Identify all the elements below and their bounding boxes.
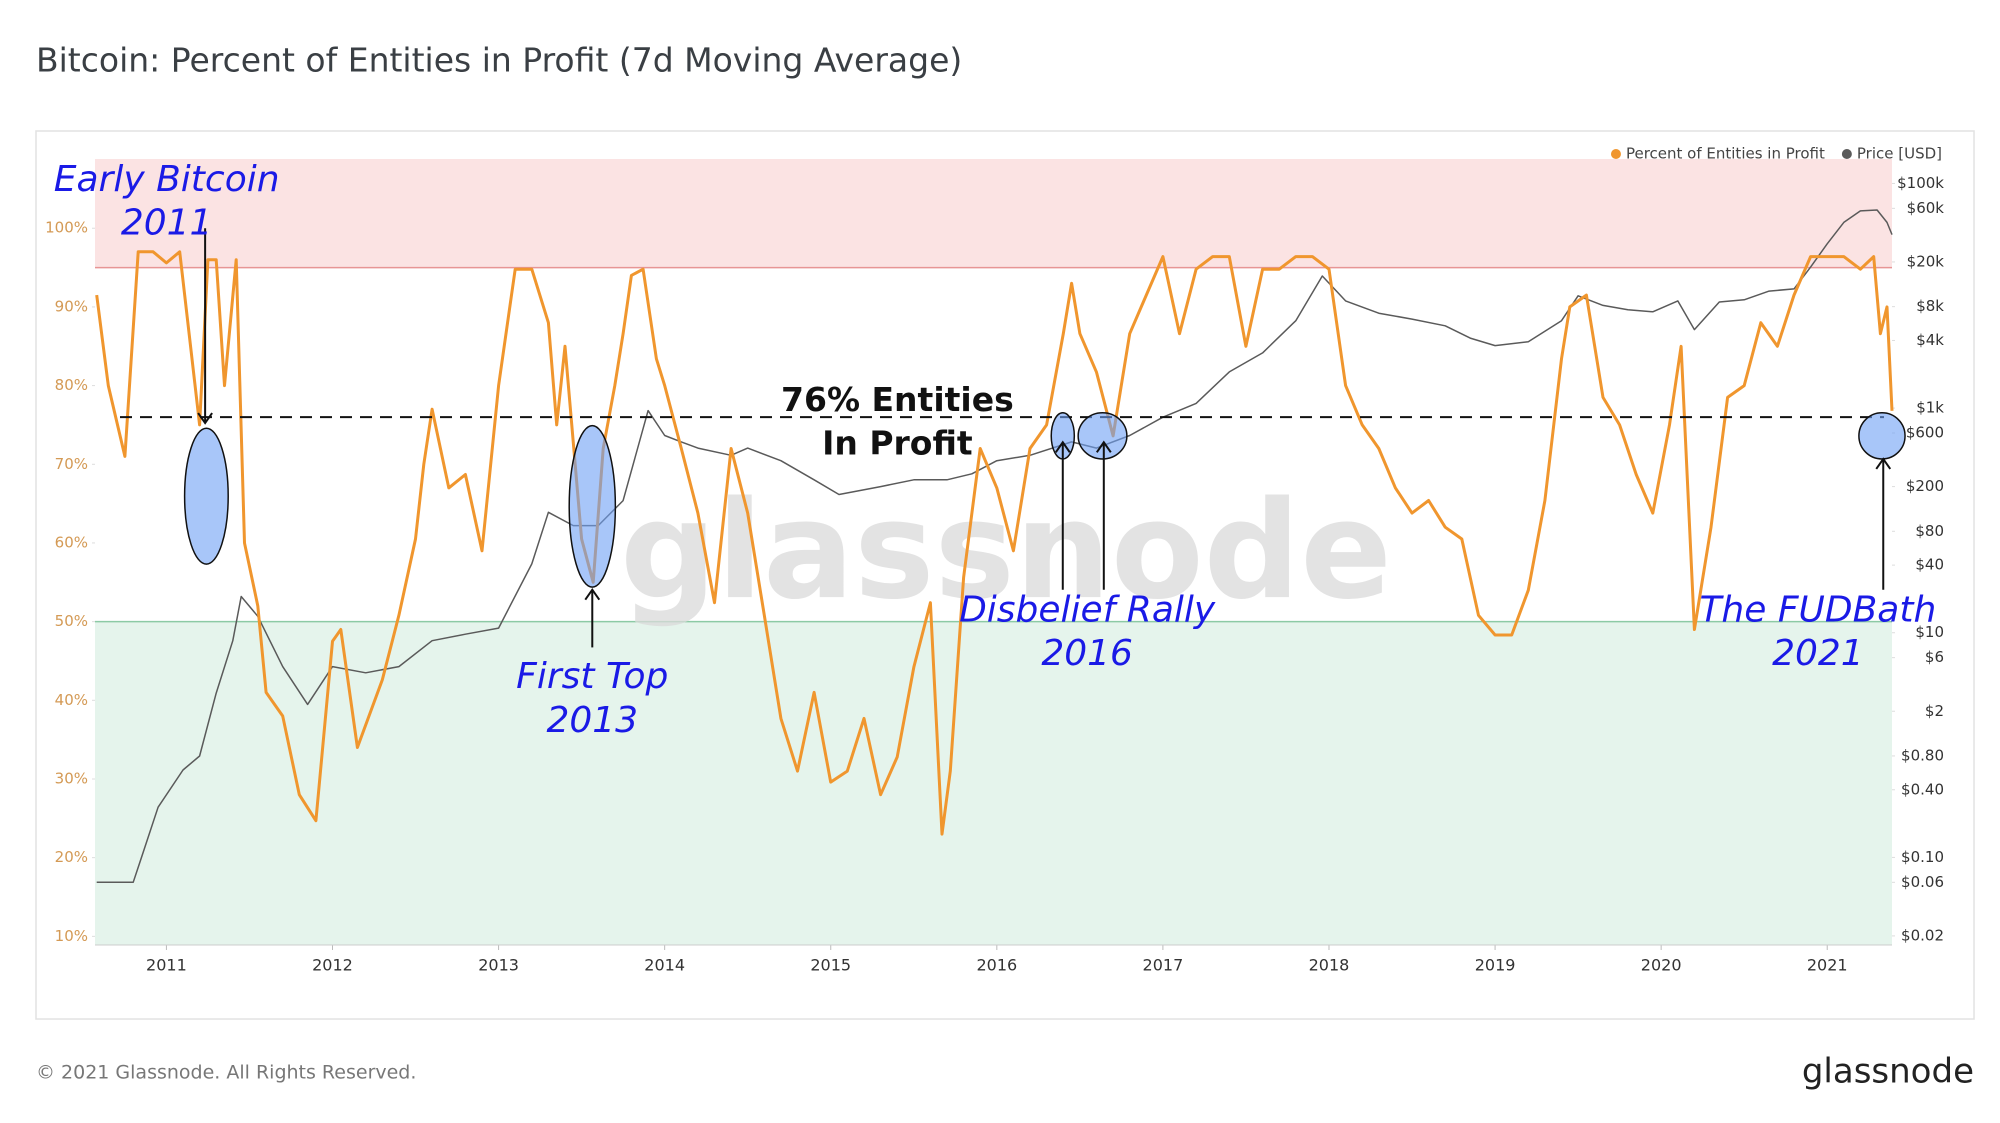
x-tick-label: 2017 [1143, 956, 1184, 975]
chart-card [35, 130, 1975, 1020]
y2-tick-label: $0.40 [1901, 780, 1944, 798]
y-tick-label: 70% [55, 455, 88, 473]
y2-tick-label: $10 [1915, 623, 1944, 641]
y2-tick-label: $80 [1915, 522, 1944, 540]
arrow-head [1095, 440, 1112, 453]
y2-tick-label: $0.02 [1901, 926, 1944, 944]
annotation: 2016 [1041, 633, 1133, 674]
x-tick-label: 2015 [810, 956, 851, 975]
annotation: Early Bitcoin [54, 159, 280, 200]
annotation: The FUDBath [1699, 590, 1936, 631]
legend-label: Price [USD] [1857, 145, 1942, 163]
y-tick-label: 80% [55, 376, 88, 394]
y2-tick-label: $600 [1906, 424, 1944, 442]
x-tick-label: 2018 [1309, 956, 1350, 975]
watermark: glassnode [620, 472, 1392, 629]
x-tick-label: 2013 [478, 956, 519, 975]
annotation: In Profit [822, 423, 973, 462]
y2-tick-label: $100k [1897, 174, 1944, 192]
y2-tick-label: $2 [1925, 702, 1944, 720]
arrow-head [1054, 440, 1071, 453]
x-tick-label: 2012 [312, 956, 353, 975]
arrow-head [197, 412, 213, 425]
y2-tick-label: $60k [1907, 199, 1945, 217]
x-tick-label: 2019 [1475, 956, 1516, 975]
zone-band [95, 621, 1892, 945]
x-tick-label: 2020 [1641, 956, 1682, 975]
y-tick-label: 40% [55, 691, 88, 709]
highlight-ellipse [568, 424, 617, 588]
y2-tick-label: $1k [1916, 399, 1944, 417]
annotation: First Top [516, 656, 668, 697]
y-tick-label: 90% [55, 297, 88, 315]
y2-tick-label: $200 [1906, 477, 1944, 495]
y2-tick-label: $20k [1907, 252, 1945, 270]
y2-tick-label: $8k [1916, 297, 1944, 315]
highlight-ellipse [183, 427, 229, 565]
zone-band [95, 159, 1892, 268]
arrow-head [1875, 457, 1892, 470]
series-line [95, 250, 1894, 836]
y-tick-label: 30% [55, 769, 88, 787]
y-tick-label: 50% [55, 612, 88, 630]
y2-tick-label: $0.80 [1901, 746, 1944, 764]
arrow-head [584, 587, 601, 601]
logo: glassnode [1802, 1052, 1974, 1092]
highlight-ellipse [1858, 412, 1906, 460]
highlight-ellipse [1077, 412, 1128, 460]
chart-title: Bitcoin: Percent of Entities in Profit (… [36, 41, 962, 80]
y-tick-label: 60% [55, 533, 88, 551]
y2-tick-label: $0.06 [1901, 873, 1944, 891]
y2-tick-label: $6 [1925, 648, 1944, 666]
legend-swatch [1610, 149, 1621, 159]
x-tick-label: 2011 [146, 956, 187, 975]
y2-tick-label: $0.10 [1901, 848, 1944, 866]
annotation: 2021 [1772, 633, 1864, 674]
copyright: © 2021 Glassnode. All Rights Reserved. [36, 1062, 416, 1084]
legend-label: Percent of Entities in Profit [1626, 145, 1825, 163]
x-tick-label: 2016 [976, 956, 1017, 975]
x-tick-label: 2021 [1807, 956, 1848, 975]
y-tick-label: 20% [55, 848, 88, 866]
y-tick-label: 100% [45, 219, 88, 237]
annotation: 2013 [546, 700, 638, 741]
annotation: 76% Entities [781, 380, 1014, 419]
legend-swatch [1841, 149, 1852, 159]
y2-tick-label: $40 [1915, 556, 1944, 574]
y2-tick-label: $4k [1916, 331, 1944, 349]
annotation: Disbelief Rally [959, 590, 1216, 631]
x-tick-label: 2014 [644, 956, 685, 975]
y-tick-label: 10% [55, 927, 88, 945]
annotation: 2011 [121, 202, 213, 243]
